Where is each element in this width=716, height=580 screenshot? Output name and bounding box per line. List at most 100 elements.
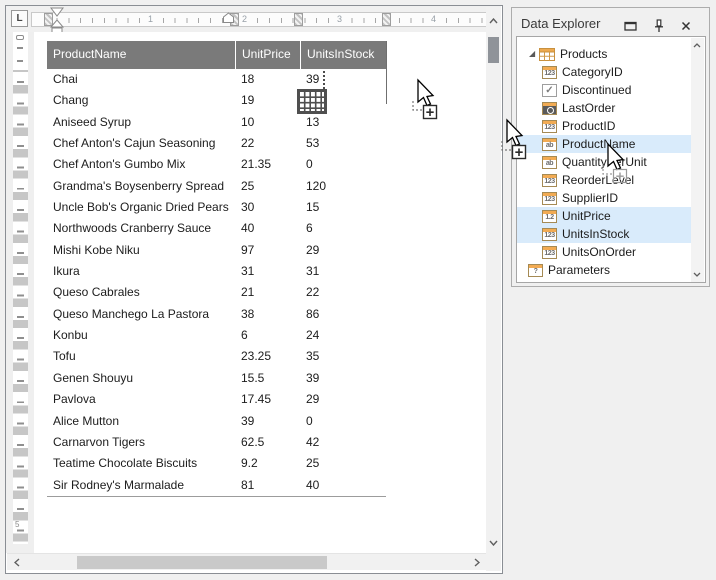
scroll-left-button[interactable]: [9, 555, 24, 570]
tree-item-field[interactable]: 123 SupplierID: [517, 189, 691, 207]
table-cell-productname[interactable]: Teatime Chocolate Biscuits: [53, 456, 198, 471]
table-cell-productname[interactable]: Chef Anton's Gumbo Mix: [53, 157, 186, 172]
table-cell-productname[interactable]: Mishi Kobe Niku: [53, 242, 140, 257]
table-header-row[interactable]: ProductName UnitPrice UnitsInStock: [47, 41, 386, 69]
table-row[interactable]: Chang 19: [47, 90, 386, 111]
table-cell-unitprice[interactable]: 40: [241, 221, 255, 236]
table-cell-unitsinstock[interactable]: 29: [306, 242, 320, 257]
table-cell-productname[interactable]: Pavlova: [53, 392, 96, 407]
table-cell-productname[interactable]: Northwoods Cranberry Sauce: [53, 221, 212, 236]
table-cell-unitsinstock[interactable]: 0: [306, 413, 313, 428]
table-cell-unitsinstock[interactable]: 40: [306, 477, 320, 492]
table-row[interactable]: Sir Rodney's Marmalade 81 40: [47, 475, 386, 496]
table-cell-unitsinstock[interactable]: 0: [306, 157, 313, 172]
tree-item-field[interactable]: 123 ReorderLevel: [517, 171, 691, 189]
table-cell-productname[interactable]: Queso Manchego La Pastora: [53, 306, 210, 321]
table-row[interactable]: Konbu 6 24: [47, 325, 386, 346]
table-cell-unitprice[interactable]: 62.5: [241, 434, 265, 449]
table-cell-unitprice[interactable]: 18: [241, 72, 255, 86]
table-row[interactable]: Genen Shouyu 15.5 39: [47, 368, 386, 389]
table-cell-unitprice[interactable]: 9.2: [241, 456, 258, 471]
vertical-scrollbar-thumb[interactable]: [488, 37, 499, 63]
table-row[interactable]: Ikura 31 31: [47, 261, 386, 282]
table-cell-unitsinstock[interactable]: 35: [306, 349, 320, 364]
table-cell-productname[interactable]: Ikura: [53, 264, 80, 279]
table-cell-productname[interactable]: Carnarvon Tigers: [53, 434, 146, 449]
tab-stop-selector[interactable]: L: [11, 10, 28, 27]
tree-item-field[interactable]: 123 ProductID: [517, 117, 691, 135]
table-header-cell[interactable]: UnitPrice: [235, 41, 300, 69]
table-cell-unitsinstock[interactable]: 22: [306, 285, 320, 300]
table-row[interactable]: Chef Anton's Cajun Seasoning 22 53: [47, 133, 386, 154]
table-cell-unitprice[interactable]: 10: [241, 114, 255, 129]
table-cell-unitprice[interactable]: 31: [241, 264, 255, 279]
table-cell-unitsinstock[interactable]: 86: [306, 306, 320, 321]
vertical-scrollbar[interactable]: [486, 7, 501, 553]
column-edge-marker[interactable]: [382, 13, 391, 26]
table-cell-productname[interactable]: Chai: [53, 72, 78, 86]
table-row[interactable]: Aniseed Syrup 10 13: [47, 112, 386, 133]
table-cell-unitsinstock[interactable]: 39: [306, 370, 320, 385]
table-row[interactable]: Alice Mutton 39 0: [47, 411, 386, 432]
table-cell-unitsinstock[interactable]: 53: [306, 136, 320, 151]
table-cell-productname[interactable]: Genen Shouyu: [53, 370, 134, 385]
table-cell-productname[interactable]: Tofu: [53, 349, 76, 364]
maximize-button[interactable]: [622, 19, 638, 33]
table-row[interactable]: Pavlova 17.45 29: [47, 389, 386, 410]
tree-scrollbar[interactable]: [691, 38, 704, 282]
table-cell-unitsinstock[interactable]: 29: [306, 392, 320, 407]
tree-item-field[interactable]: LastOrder: [517, 99, 691, 117]
table-cell-unitsinstock[interactable]: 31: [306, 264, 320, 279]
scroll-up-button[interactable]: [486, 13, 501, 28]
table-cell-unitprice[interactable]: 6: [241, 328, 248, 343]
table-cell-unitprice[interactable]: 21: [241, 285, 255, 300]
table-cell-unitprice[interactable]: 38: [241, 306, 255, 321]
table-cell-unitprice[interactable]: 25: [241, 178, 255, 193]
table-cell-unitsinstock[interactable]: 24: [306, 328, 320, 343]
table-row[interactable]: Northwoods Cranberry Sauce 40 6: [47, 218, 386, 239]
table-cell-unitprice[interactable]: 23.25: [241, 349, 272, 364]
table-row[interactable]: Carnarvon Tigers 62.5 42: [47, 432, 386, 453]
table-cell-unitsinstock[interactable]: 13: [306, 114, 320, 129]
tree-item-field[interactable]: 123 UnitsOnOrder: [517, 243, 691, 261]
tree-item-products[interactable]: ◢ Products: [517, 45, 691, 63]
table-cell-unitprice[interactable]: 30: [241, 200, 255, 215]
table-cell-unitsinstock[interactable]: 25: [306, 456, 320, 471]
table-row[interactable]: Mishi Kobe Niku 97 29: [47, 240, 386, 261]
table-cell-unitprice[interactable]: 97: [241, 242, 255, 257]
table-cell-unitprice[interactable]: 17.45: [241, 392, 272, 407]
expander-icon[interactable]: ◢: [529, 49, 536, 58]
table-cell-productname[interactable]: Grandma's Boysenberry Spread: [53, 178, 225, 193]
column-edge-marker[interactable]: [44, 13, 53, 26]
tree-item-parameters[interactable]: ? Parameters: [517, 261, 691, 279]
tree-item-field[interactable]: 123 UnitsInStock: [517, 225, 691, 243]
design-surface[interactable]: [34, 32, 487, 554]
scroll-up-button[interactable]: [690, 39, 703, 52]
vertical-ruler[interactable]: 5: [13, 32, 28, 544]
scroll-down-button[interactable]: [486, 535, 501, 550]
table-row[interactable]: Chef Anton's Gumbo Mix 21.35 0: [47, 154, 386, 175]
table-row[interactable]: Grandma's Boysenberry Spread 25 120: [47, 176, 386, 197]
indent-marker[interactable]: [50, 7, 64, 36]
table-cell-unitsinstock[interactable]: [300, 90, 386, 111]
table-cell-unitprice[interactable]: 15.5: [241, 370, 265, 385]
table-header-cell[interactable]: ProductName: [53, 47, 127, 61]
horizontal-scrollbar-thumb[interactable]: [77, 556, 327, 569]
table-cell-unitsinstock[interactable]: 15: [306, 200, 320, 215]
table-cell-unitprice[interactable]: 39: [241, 413, 255, 428]
column-edge-marker[interactable]: [294, 13, 303, 26]
tree-item-field[interactable]: ab QuantityPerUnit: [517, 153, 691, 171]
scroll-right-button[interactable]: [469, 555, 484, 570]
table-cell-productname[interactable]: Chef Anton's Cajun Seasoning: [53, 136, 216, 151]
table-header-cell[interactable]: UnitsInStock: [300, 41, 386, 69]
tree-item-field[interactable]: ✓ Discontinued: [517, 81, 691, 99]
table-cell-productname[interactable]: Sir Rodney's Marmalade: [53, 477, 185, 492]
tree-item-field[interactable]: 1.2 UnitPrice: [517, 207, 691, 225]
table-cell-unitsinstock[interactable]: 42: [306, 434, 320, 449]
table-cell-productname[interactable]: Uncle Bob's Organic Dried Pears: [53, 200, 229, 215]
close-button[interactable]: [678, 19, 694, 33]
table-row[interactable]: Queso Cabrales 21 22: [47, 282, 386, 303]
table-cell-productname[interactable]: Konbu: [53, 328, 88, 343]
margin-marker[interactable]: [222, 12, 235, 24]
table-row[interactable]: Uncle Bob's Organic Dried Pears 30 15: [47, 197, 386, 218]
